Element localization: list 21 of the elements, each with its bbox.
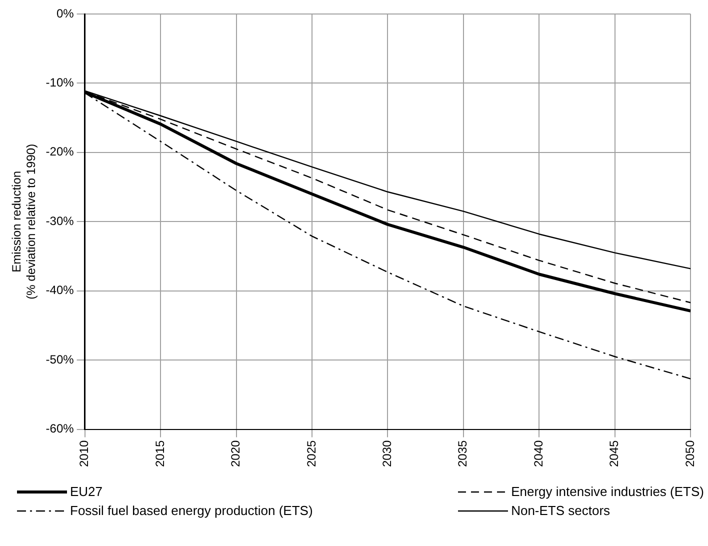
x-tick-label: 2025 xyxy=(304,440,318,468)
x-tick-label: 2035 xyxy=(456,440,470,468)
y-tick-label: -10% xyxy=(46,76,74,90)
y-tick-label: -60% xyxy=(46,422,74,436)
legend-label: Energy intensive industries (ETS) xyxy=(511,484,704,499)
x-tick-label: 2040 xyxy=(531,440,546,468)
y-axis-title: Emission reduction (% deviation relative to 1990) xyxy=(10,144,38,300)
x-tick-label: 2030 xyxy=(380,440,394,468)
x-tick-label: 2045 xyxy=(607,440,622,468)
y-tick-label: -40% xyxy=(46,283,74,298)
y-tick-label: -20% xyxy=(46,144,74,159)
x-tick-label: 2010 xyxy=(77,440,92,468)
x-tick-label: 2050 xyxy=(682,440,697,468)
x-tick-label: 2015 xyxy=(152,440,167,468)
legend-label: Non-ETS sectors xyxy=(511,503,610,518)
y-tick-label: -30% xyxy=(46,214,74,228)
y-tick-label: -50% xyxy=(46,352,74,366)
y-tick-label: 0% xyxy=(56,6,74,20)
x-tick-label: 2020 xyxy=(228,440,243,468)
legend-label: Fossil fuel based energy production (ETS) xyxy=(70,503,313,518)
legend-label: EU27 xyxy=(70,484,103,499)
